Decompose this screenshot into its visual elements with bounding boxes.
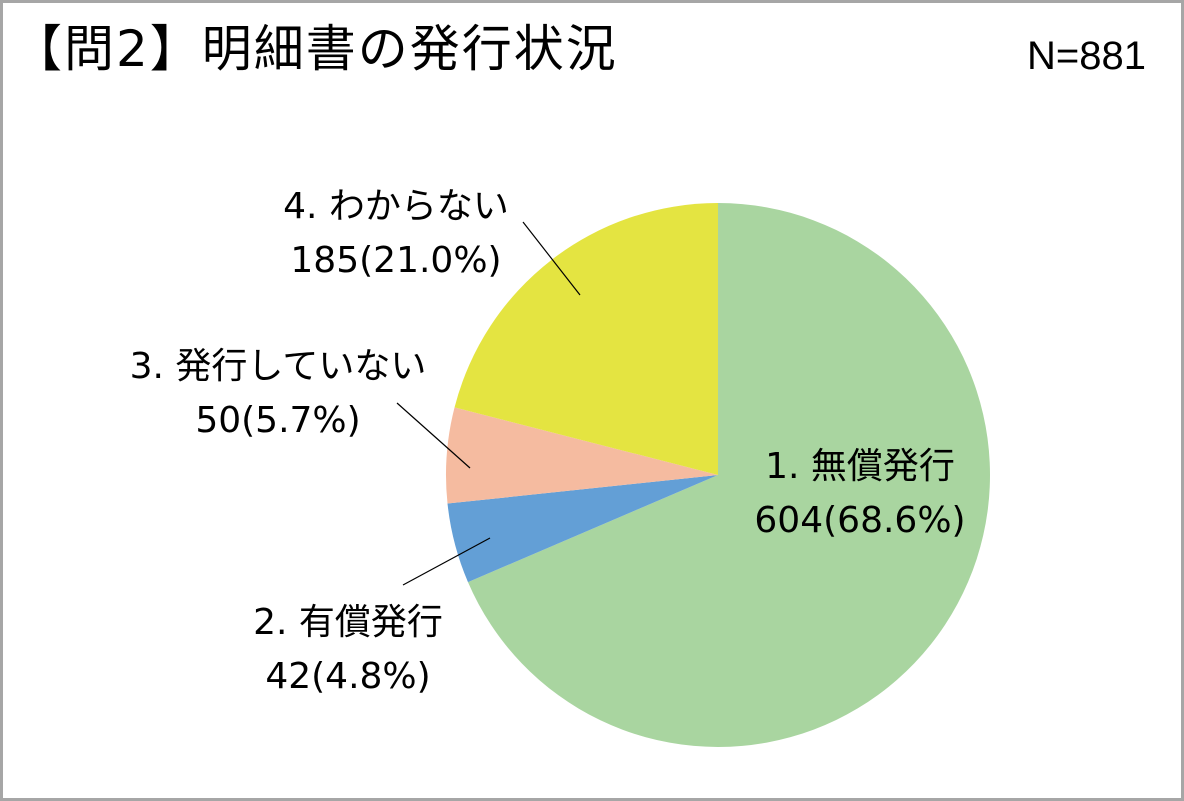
slice-value-3: 50(5.7%) (195, 400, 360, 441)
pie-slice-3 (445, 407, 718, 504)
pie-slice-1 (467, 203, 991, 747)
leader-line-3 (396, 402, 471, 469)
leader-line-4 (522, 221, 581, 296)
slice-label-1: 1. 無償発行 (765, 446, 955, 487)
slice-label-4: 4. わからない (283, 186, 509, 227)
slice-value-4: 185(21.0%) (290, 240, 501, 281)
slice-label-2: 2. 有償発行 (253, 602, 443, 643)
leader-lines (396, 221, 581, 586)
slice-value-1: 604(68.6%) (754, 500, 965, 541)
slice-label-3: 3. 発行していない (130, 346, 427, 387)
sample-size-label: N=881 (1027, 34, 1146, 78)
slice-value-2: 42(4.8%) (265, 656, 430, 697)
pie-slice-2 (447, 475, 718, 583)
leader-line-2 (402, 537, 491, 586)
chart-title: 【問2】明細書の発行状況 (12, 20, 618, 78)
pie-slice-4 (454, 203, 718, 475)
pie-slices (445, 203, 991, 747)
